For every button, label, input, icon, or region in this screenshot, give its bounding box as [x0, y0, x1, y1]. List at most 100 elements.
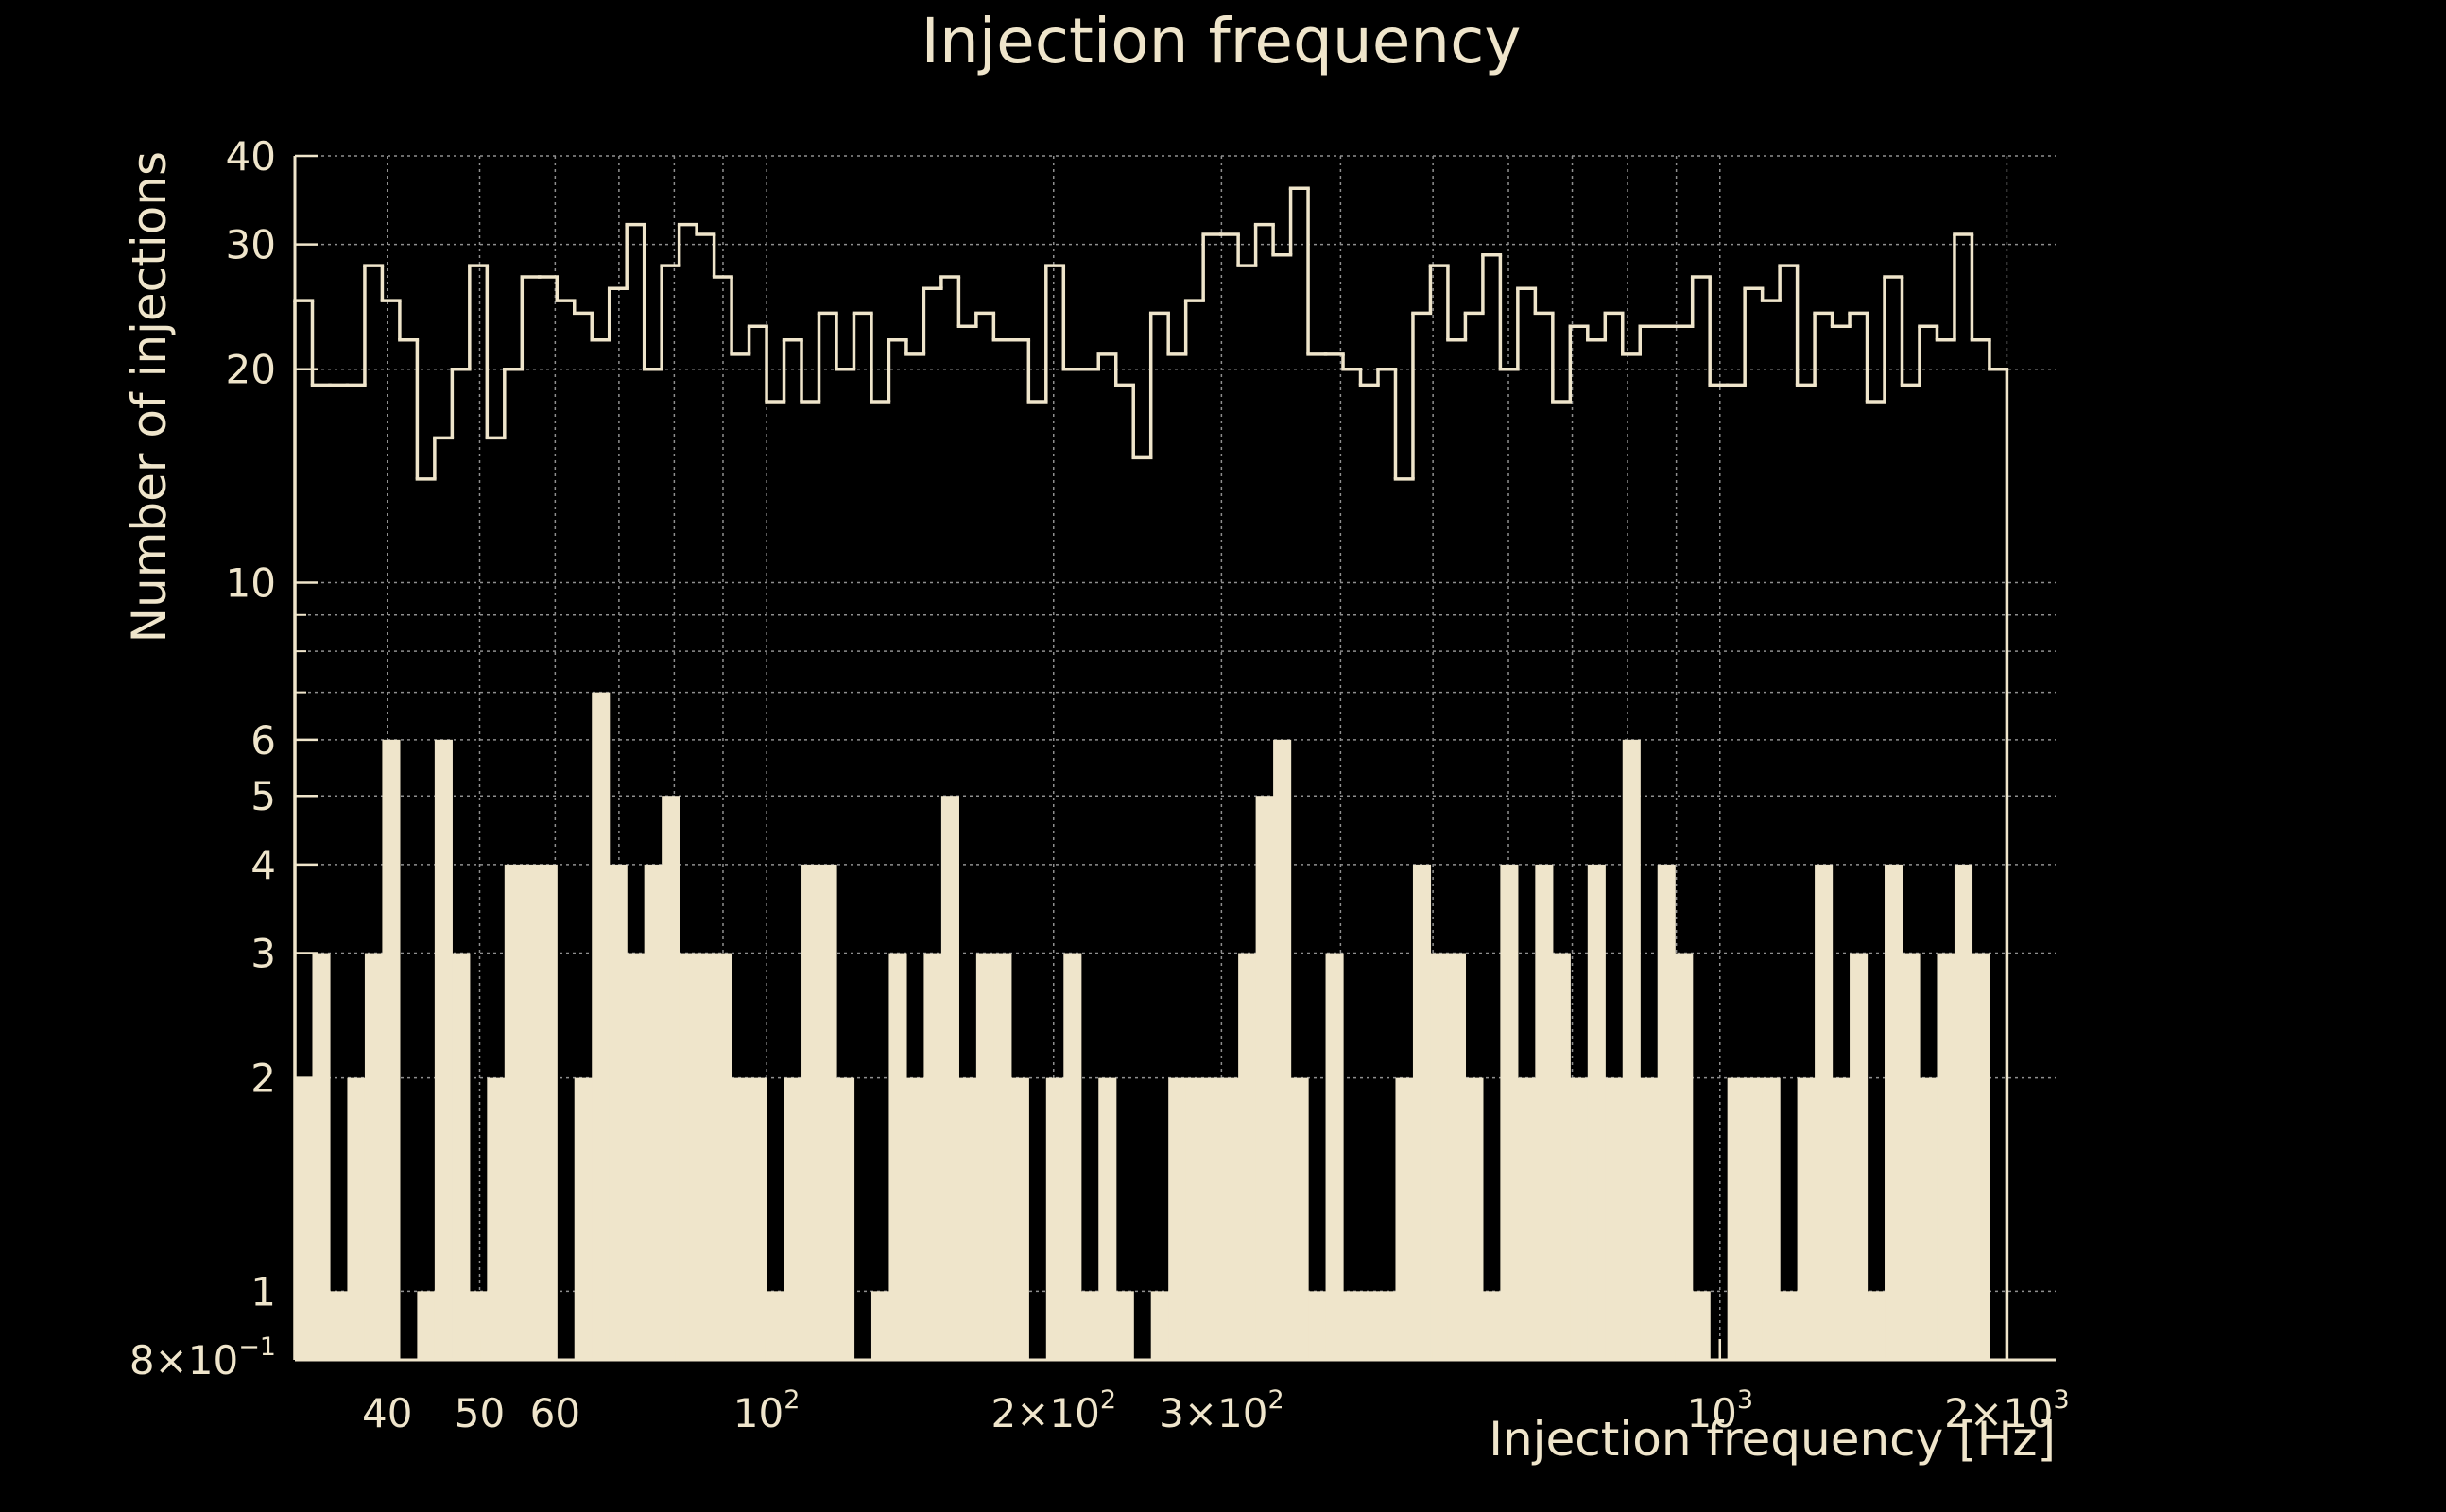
selected-injections-bar — [364, 953, 384, 1360]
selected-injections-bar — [1902, 953, 1921, 1360]
y-tick-label: 20 — [226, 347, 276, 393]
selected-injections-bar — [469, 1291, 488, 1360]
selected-injections-bar — [732, 1077, 750, 1360]
selected-injections-bar — [975, 953, 994, 1360]
selected-injections-bar — [1885, 864, 1903, 1360]
selected-injections-bar — [504, 864, 523, 1360]
selected-injections-bar — [1605, 1077, 1624, 1360]
y-tick-label: 6 — [250, 717, 276, 764]
selected-injections-bar — [1150, 1291, 1169, 1360]
selected-injections-bar — [1447, 953, 1467, 1360]
selected-injections-bar — [1570, 1077, 1589, 1360]
selected-injections-bar — [644, 864, 663, 1360]
selected-injections-bar — [312, 953, 331, 1360]
selected-injections-bar — [627, 953, 646, 1360]
selected-injections-bar — [1325, 953, 1344, 1360]
x-tick-label: 2×102 — [990, 1385, 1116, 1436]
selected-injections-bar — [522, 864, 541, 1360]
selected-injections-bar — [1063, 953, 1082, 1360]
selected-injections-bar — [1832, 1077, 1851, 1360]
y-tick-label: 10 — [226, 559, 276, 606]
selected-injections-bar — [835, 1077, 855, 1360]
axes: 40 50 60 102 2×102 3×102 103 2×103 8×10−1 1 2 3 4 5 6 1… — [129, 133, 2070, 1436]
x-axis-label: Injection frequency [Hz] — [1489, 1412, 2056, 1467]
x-tick-label: 40 — [362, 1390, 412, 1436]
selected-injections-bar — [1850, 953, 1869, 1360]
chart-title: Injection frequency — [922, 5, 1522, 77]
selected-injections-bar — [1098, 1077, 1117, 1360]
selected-injections-bar — [697, 953, 715, 1360]
y-tick-label: 2 — [250, 1056, 276, 1102]
selected-injections-bar — [295, 1077, 314, 1360]
selected-injections-bar — [905, 1077, 925, 1360]
selected-injections-bar — [1954, 864, 1973, 1360]
selected-injections-bar — [1308, 1291, 1327, 1360]
selected-injections-bar — [1255, 796, 1274, 1360]
y-tick-label: 40 — [226, 133, 276, 180]
selected-injections-bar — [1640, 1077, 1659, 1360]
selected-injections-bar — [1692, 1291, 1711, 1360]
selected-injections-bar — [1115, 1291, 1134, 1360]
selected-injections-bar — [662, 796, 680, 1360]
grid-lines — [295, 155, 2056, 1361]
selected-injections-bar — [749, 1077, 767, 1360]
selected-injections-bar — [1377, 1291, 1397, 1360]
selected-injections-bar — [679, 953, 698, 1360]
y-tick-label: 30 — [226, 222, 276, 268]
selected-injections-bar — [382, 739, 401, 1360]
selected-injections-bar — [1273, 739, 1292, 1360]
selected-injections-bar — [1360, 1291, 1379, 1360]
selected-injections-bar — [1395, 1077, 1414, 1360]
selected-injections-bar — [818, 864, 837, 1360]
x-tick-label: 50 — [455, 1390, 505, 1436]
selected-injections-bar — [801, 864, 820, 1360]
selected-injections-bar — [1185, 1077, 1204, 1360]
selected-injections-bar — [1220, 1077, 1239, 1360]
selected-injections-bar — [958, 1077, 977, 1360]
selected-injections-bar — [1815, 864, 1834, 1360]
selected-injections-bar — [1080, 1291, 1099, 1360]
selected-injections-bar — [1867, 1291, 1886, 1360]
selected-injections-bar — [1587, 864, 1606, 1360]
y-tick-label: 1 — [250, 1268, 276, 1314]
selected-injections-bar — [1517, 1077, 1536, 1360]
selected-injections-bar — [1010, 1077, 1029, 1360]
histogram-bars — [293, 186, 2009, 1360]
selected-injections-bar — [1203, 1077, 1222, 1360]
selected-injections-bar — [1482, 1291, 1501, 1360]
selected-injections-bar — [574, 1077, 593, 1360]
x-tick-label: 3×102 — [1159, 1385, 1284, 1436]
selected-injections-bar — [417, 1291, 436, 1360]
selected-injections-bar — [1727, 1077, 1746, 1360]
selected-injections-bar — [767, 1291, 785, 1360]
selected-injections-bar — [1430, 953, 1449, 1360]
selected-injections-bar — [714, 953, 732, 1360]
selected-injections-bar — [888, 953, 907, 1360]
selected-injections-bar — [1045, 1077, 1064, 1360]
selected-injections-bar — [940, 796, 959, 1360]
selected-injections-bar — [487, 1077, 506, 1360]
selected-injections-bar — [347, 1077, 366, 1360]
selected-injections-bar — [784, 1077, 802, 1360]
selected-injections-bar — [1412, 864, 1432, 1360]
selected-injections-bar — [1919, 1077, 1938, 1360]
selected-injections-bar — [1762, 1077, 1781, 1360]
selected-injections-bar — [993, 953, 1012, 1360]
selected-injections-bar — [452, 953, 471, 1360]
selected-injections-bar — [609, 864, 628, 1360]
selected-injections-bar — [1797, 1077, 1816, 1360]
selected-injections-bar — [923, 953, 942, 1360]
x-tick-label: 2×103 — [1944, 1385, 2070, 1436]
selected-injections-bar — [1168, 1077, 1187, 1360]
selected-injections-bar — [1937, 953, 1955, 1360]
selected-injections-bar — [539, 864, 558, 1360]
selected-injections-bar — [1622, 739, 1641, 1360]
selected-injections-bar — [434, 739, 453, 1360]
y-tick-label: 8×10−1 — [129, 1332, 276, 1383]
y-tick-label: 3 — [250, 931, 276, 977]
selected-injections-bar — [1500, 864, 1519, 1360]
selected-injections-bar — [1972, 953, 1990, 1360]
selected-injections-bar — [1675, 953, 1694, 1360]
x-tick-label: 103 — [1686, 1385, 1753, 1436]
